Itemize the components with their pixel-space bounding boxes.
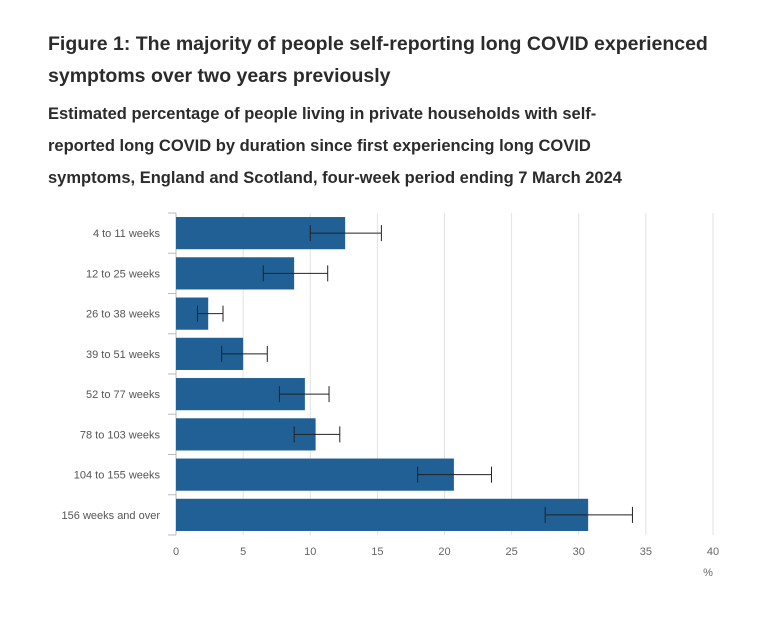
- x-tick-label: 25: [506, 546, 518, 558]
- bar: [176, 498, 589, 531]
- x-tick-label: 35: [640, 546, 652, 558]
- x-tick-label: 30: [573, 546, 585, 558]
- bar: [176, 418, 316, 451]
- x-tick-label: 0: [173, 546, 179, 558]
- x-tick-label: 10: [304, 546, 316, 558]
- category-label: 52 to 77 weeks: [86, 389, 160, 401]
- category-label: 26 to 38 weeks: [86, 309, 160, 321]
- chart-subtitle: Estimated percentage of people living in…: [48, 105, 622, 187]
- category-label: 156 weeks and over: [62, 510, 161, 522]
- x-axis-label: %: [703, 567, 713, 579]
- x-tick-label: 5: [240, 546, 246, 558]
- category-label: 4 to 11 weeks: [93, 228, 161, 240]
- category-label: 39 to 51 weeks: [86, 349, 160, 361]
- x-tick-label: 20: [438, 546, 450, 558]
- x-tick-label: 40: [707, 546, 719, 558]
- category-label: 12 to 25 weeks: [86, 268, 160, 280]
- chart-title: Figure 1: The majority of people self-re…: [48, 33, 708, 87]
- category-label: 78 to 103 weeks: [80, 429, 161, 441]
- bar: [176, 458, 454, 491]
- x-tick-label: 15: [371, 546, 383, 558]
- category-label: 104 to 155 weeks: [74, 470, 161, 482]
